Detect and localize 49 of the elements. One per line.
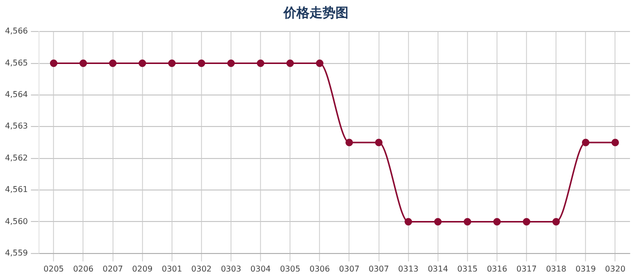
- x-tick-label: 0319: [575, 264, 596, 274]
- x-tick-label: 0205: [44, 264, 64, 274]
- point: [316, 60, 324, 68]
- point: [493, 218, 501, 226]
- point: [404, 218, 412, 226]
- point: [464, 218, 472, 226]
- x-tick-label: 0304: [250, 264, 271, 274]
- y-tick-label: 4,563: [4, 122, 28, 131]
- point: [582, 138, 590, 146]
- x-tick-label: 0206: [73, 264, 94, 274]
- point: [552, 218, 560, 226]
- x-tick-label: 0320: [605, 264, 626, 274]
- point: [50, 60, 58, 68]
- x-tick-label: 0313: [398, 264, 419, 274]
- point: [256, 60, 264, 68]
- y-tick-label: 4,564: [4, 90, 28, 100]
- x-tick-label: 0314: [428, 264, 448, 274]
- y-tick-label: 4,559: [4, 248, 28, 258]
- x-tick-label: 0207: [102, 264, 123, 274]
- x-tick-label: 0317: [516, 264, 537, 274]
- y-tick-label: 4,565: [4, 58, 28, 68]
- x-tick-label: 0301: [162, 264, 182, 274]
- point: [611, 138, 619, 146]
- y-tick-label: 4,560: [4, 216, 28, 226]
- point: [109, 60, 117, 68]
- point: [168, 60, 176, 68]
- point: [375, 138, 383, 146]
- point: [198, 60, 206, 68]
- point: [138, 60, 146, 68]
- y-tick-label: 4,561: [4, 185, 28, 194]
- chart-title: 价格走势图: [282, 5, 348, 22]
- x-tick-label: 0302: [191, 264, 212, 274]
- x-tick-label: 0306: [309, 264, 330, 274]
- x-tick-label: 0316: [486, 264, 508, 274]
- point: [286, 60, 294, 68]
- x-tick-label: 0209: [132, 264, 153, 274]
- point: [434, 218, 442, 226]
- y-tick-label: 4,562: [4, 153, 28, 162]
- point: [345, 138, 353, 146]
- x-tick-label: 0303: [220, 264, 242, 274]
- point: [522, 218, 530, 226]
- point: [79, 60, 87, 68]
- x-tick-label: 0307: [368, 264, 389, 274]
- x-tick-label: 0305: [280, 264, 300, 274]
- x-tick-label: 0315: [457, 264, 478, 274]
- point: [227, 60, 235, 68]
- y-tick-label: 4,566: [4, 26, 28, 36]
- x-tick-label: 0318: [546, 264, 566, 274]
- x-tick-label: 0307: [339, 264, 360, 274]
